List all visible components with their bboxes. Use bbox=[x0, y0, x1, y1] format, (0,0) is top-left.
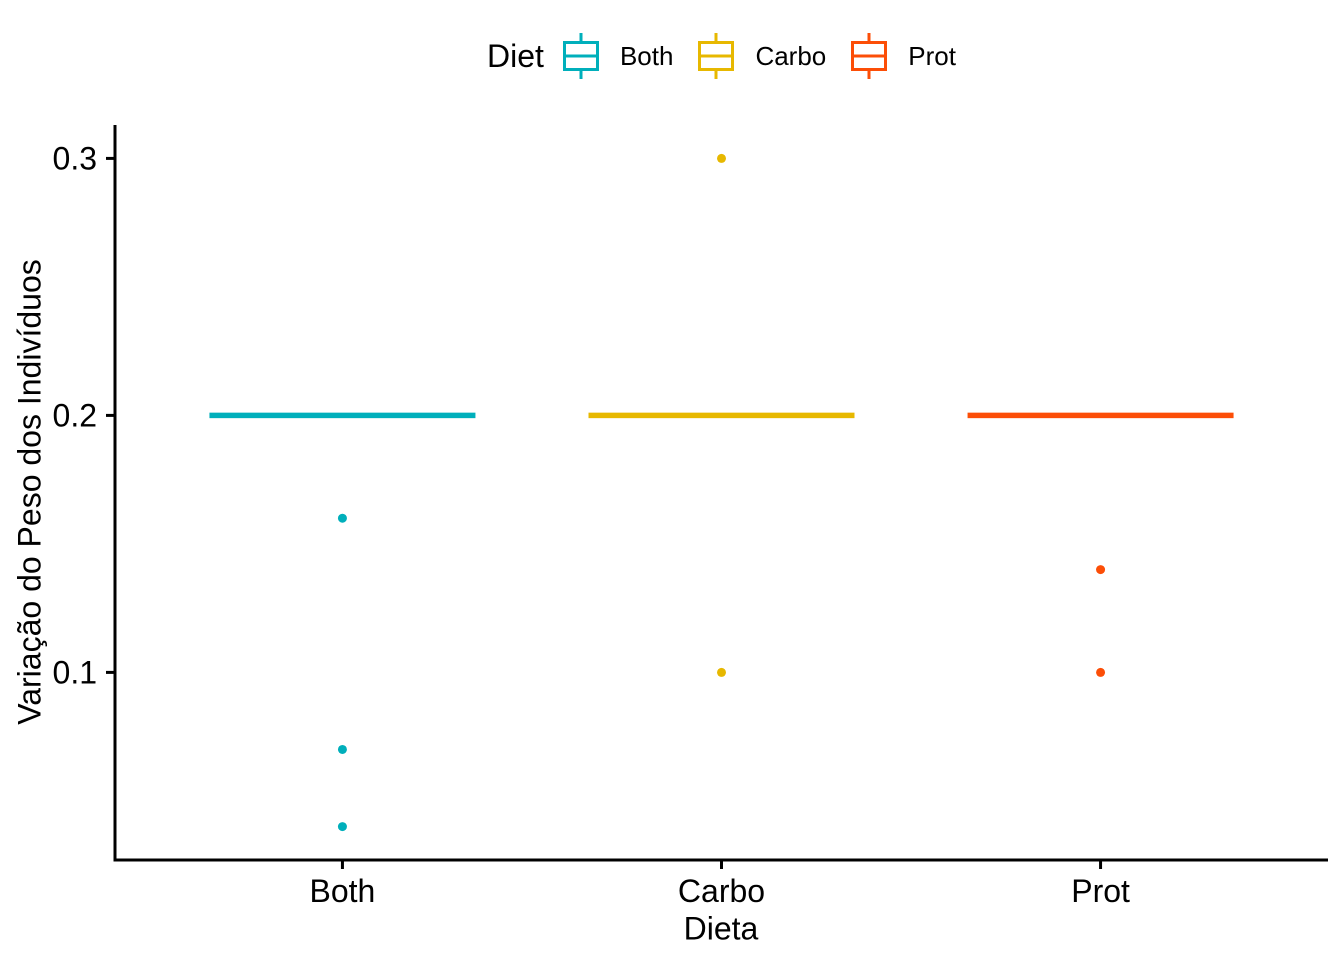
legend-items: Both Carbo Prot bbox=[562, 32, 956, 80]
y-tick-label: 0.2 bbox=[53, 397, 97, 433]
legend-item-prot: Prot bbox=[850, 32, 956, 80]
box-carbo bbox=[588, 412, 855, 419]
boxplot-key-icon bbox=[698, 33, 735, 79]
x-tick-label: Both bbox=[310, 873, 376, 909]
legend-title: Diet bbox=[487, 37, 544, 74]
outlier-point-both bbox=[337, 822, 347, 832]
legend-item-both: Both bbox=[562, 32, 674, 80]
legend-item-carbo: Carbo bbox=[697, 32, 826, 80]
x-tick-label: Carbo bbox=[678, 873, 765, 909]
outlier-point-prot bbox=[1096, 565, 1106, 575]
legend-item-label: Prot bbox=[908, 40, 956, 71]
outlier-point-both bbox=[337, 744, 347, 754]
legend-item-label: Carbo bbox=[755, 40, 827, 71]
y-tick-label: 0.3 bbox=[53, 140, 97, 176]
outlier-point-carbo bbox=[717, 667, 726, 677]
outlier-point-prot bbox=[1096, 667, 1106, 677]
y-tick-label: 0.1 bbox=[53, 654, 97, 690]
box-both bbox=[209, 412, 476, 419]
legend: Diet Both Carbo Prot bbox=[115, 28, 1328, 84]
x-axis-title: Dieta bbox=[683, 910, 759, 947]
outlier-point-carbo bbox=[717, 153, 726, 163]
box-prot bbox=[967, 412, 1234, 419]
boxplot-key-icon bbox=[562, 33, 599, 79]
y-axis-title: Variação do Peso dos Indivíduos bbox=[11, 259, 48, 725]
legend-item-label: Both bbox=[619, 40, 674, 71]
boxplot-key-icon bbox=[851, 33, 888, 79]
x-tick-label: Prot bbox=[1071, 873, 1130, 909]
outlier-point-both bbox=[337, 513, 347, 523]
